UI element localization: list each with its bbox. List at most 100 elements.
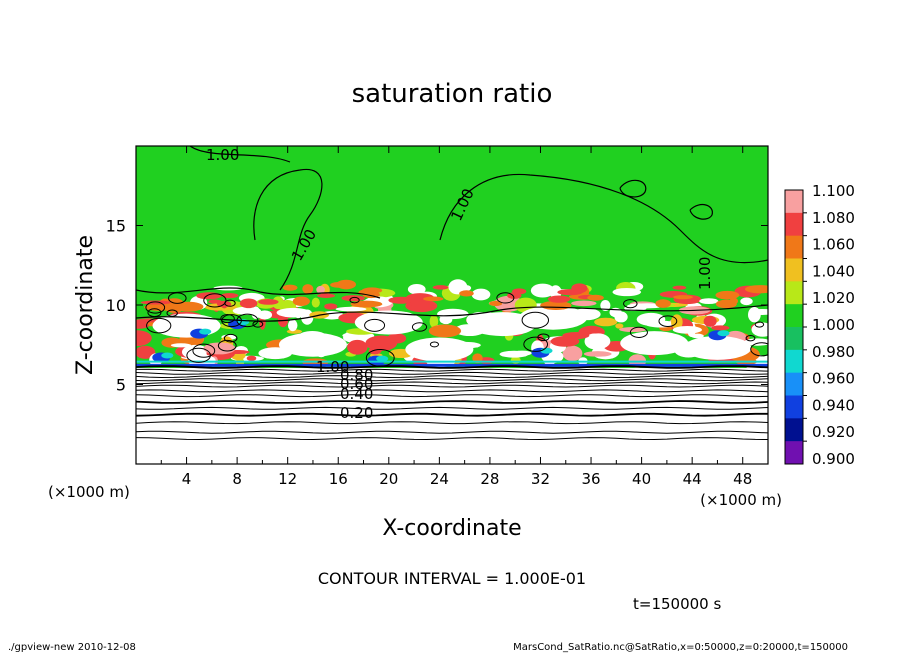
x-tick-label: 8 — [232, 470, 242, 488]
red-patch — [350, 300, 383, 308]
contour-line — [689, 203, 713, 220]
red-patch — [258, 299, 279, 305]
colorbar-swatch — [785, 418, 803, 442]
colorbar-swatch — [785, 212, 803, 237]
mixed-blob — [499, 350, 529, 358]
mixed-blob — [600, 300, 611, 312]
contour-loop — [658, 315, 678, 327]
red-patch — [282, 284, 298, 291]
x-tick-label: 48 — [733, 470, 752, 488]
red-patch — [239, 298, 258, 309]
colorbar-label: 0.960 — [812, 370, 855, 388]
x-tick-label: 44 — [683, 470, 702, 488]
colorbar-label: 1.040 — [812, 262, 855, 280]
x-tick-label: 4 — [182, 470, 192, 488]
colorbar-swatch — [785, 327, 803, 351]
mixed-blob — [471, 288, 491, 301]
red-patch — [341, 295, 365, 302]
x-tick-label: 16 — [329, 470, 348, 488]
contour-line — [136, 400, 768, 404]
colorbar-swatch — [785, 190, 803, 214]
y-tick-label: 10 — [106, 296, 126, 315]
red-patch — [196, 292, 222, 300]
mixed-blob — [740, 297, 753, 306]
colorbar-swatch — [785, 395, 803, 419]
contour-lines — [136, 146, 768, 441]
mixed-blob — [276, 307, 311, 318]
contour-line — [136, 368, 768, 372]
contour-line — [189, 146, 291, 163]
footer-right: MarsCond_SatRatio.nc@SatRatio,x=0:50000,… — [513, 642, 848, 653]
contour-loop — [236, 313, 259, 328]
mixed-blob — [550, 336, 580, 347]
contour-line — [136, 437, 768, 441]
contour-loop — [523, 336, 549, 352]
y-tick-label: 5 — [116, 376, 126, 395]
red-patch — [220, 292, 239, 299]
x-tick-label: 12 — [278, 470, 297, 488]
colorbar-label: 1.080 — [812, 209, 855, 227]
contour-loop — [365, 348, 395, 367]
contour-label: 0.40 — [340, 385, 373, 403]
mixed-blob — [703, 315, 717, 327]
red-patch — [587, 294, 604, 301]
contour-loop — [166, 309, 178, 317]
mixed-blob — [743, 338, 768, 346]
contour-loop — [167, 292, 187, 304]
colorbar-label: 0.940 — [812, 396, 855, 414]
x-tick-label: 28 — [480, 470, 499, 488]
x-axis: 4 8 12 16 20 24 28 32 36 40 44 48 — [160, 146, 752, 488]
x-tick-label: 32 — [531, 470, 550, 488]
contour-label: 0.60 — [340, 375, 373, 393]
mixed-blob — [335, 306, 367, 312]
red-patch — [489, 300, 503, 307]
contour-loop — [364, 318, 386, 332]
contour-loop — [145, 301, 166, 314]
contour-label: 1.00 — [316, 358, 349, 376]
contour-loop — [146, 317, 172, 334]
contour-loop — [745, 334, 756, 342]
colorbar-swatch — [785, 304, 803, 328]
contour-line — [439, 173, 768, 264]
colorbar-label: 1.020 — [812, 289, 855, 307]
contour-loop — [496, 292, 515, 304]
blue-band — [136, 363, 768, 367]
contour-loop — [754, 321, 765, 328]
cloud-patch — [278, 332, 347, 357]
colorbar-swatch — [785, 349, 803, 374]
cyan-patch — [717, 330, 730, 337]
colorbar-label: 1.000 — [812, 316, 855, 334]
colorbar-swatch — [785, 258, 803, 282]
cloud-patch — [405, 337, 474, 362]
mixed-blob — [311, 297, 320, 308]
mixed-blob — [748, 307, 761, 323]
mixed-blob — [715, 299, 737, 309]
contour-line — [136, 406, 768, 410]
red-patch — [292, 296, 310, 307]
red-patch — [432, 285, 449, 290]
x-tick-label: 20 — [379, 470, 398, 488]
mixed-blob — [428, 324, 462, 338]
colorbar-label: 1.100 — [812, 182, 855, 200]
cyan-patch — [376, 355, 389, 362]
mixed-blob — [407, 283, 426, 295]
time-text: t=150000 s — [633, 595, 721, 613]
mixed-blob — [584, 333, 604, 350]
red-patch — [317, 293, 336, 298]
contour-loop — [203, 293, 227, 308]
contour-label: 1.00 — [696, 257, 714, 290]
red-patch — [745, 285, 768, 294]
contour-interval-text: CONTOUR INTERVAL = 1.000E-01 — [318, 569, 586, 588]
z-unit-label: (×1000 m) — [48, 483, 130, 501]
mixed-blob — [246, 355, 257, 361]
red-patch — [673, 295, 693, 300]
mixed-blob — [437, 308, 469, 320]
contour-loop — [217, 339, 237, 352]
mixed-blob — [699, 298, 719, 305]
colorbar: 1.100 1.080 1.060 1.040 1.020 1.000 0.980 0.960… — [784, 182, 855, 468]
cloud-patch — [620, 331, 689, 356]
heatmap-field — [136, 146, 768, 464]
red-patch — [409, 304, 422, 312]
mixed-blob — [672, 325, 702, 334]
